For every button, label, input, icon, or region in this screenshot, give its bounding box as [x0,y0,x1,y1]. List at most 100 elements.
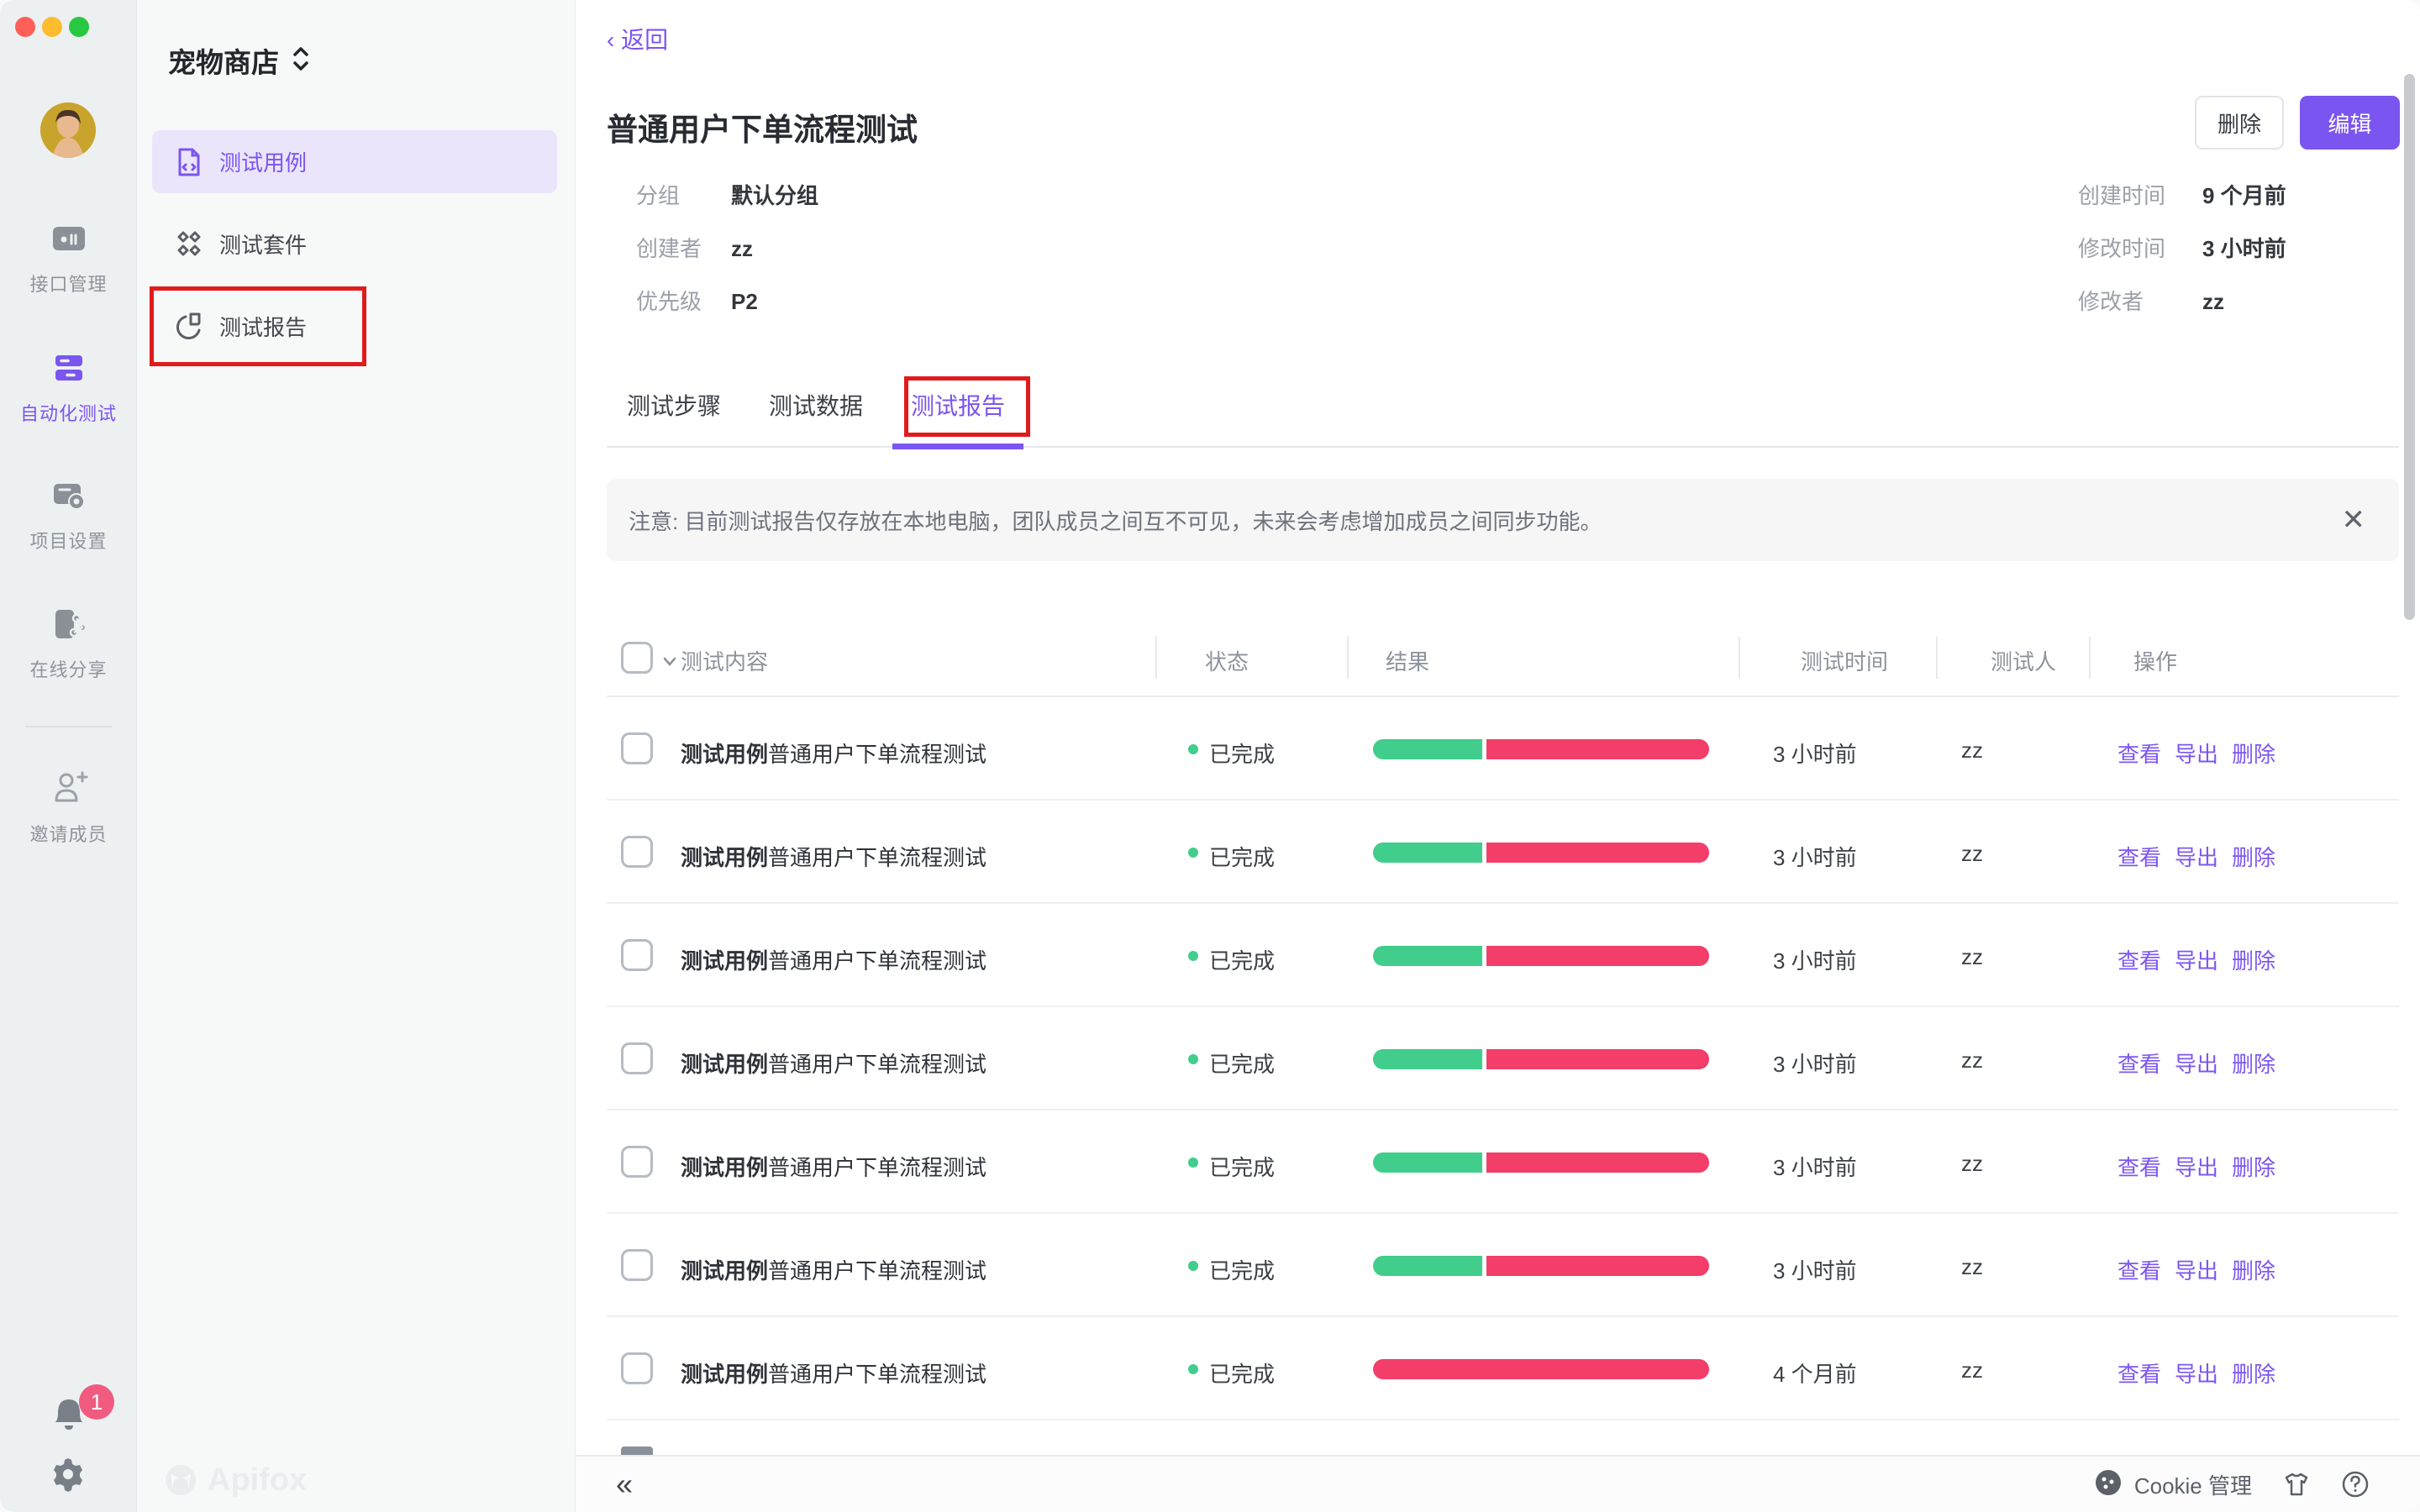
status-dot-icon [1188,951,1198,961]
action-view[interactable]: 查看 [2118,1362,2162,1387]
cookie-manager-label: Cookie 管理 [2133,1473,2252,1499]
progress-fail-segment [1486,1049,1709,1069]
action-export[interactable]: 导出 [2175,1052,2219,1077]
table-header: 测试内容 状态 结果 测试时间 测试人 操作 [607,622,2399,697]
row-actions: 查看 导出 删除 [2118,841,2275,872]
edit-button[interactable]: 编辑 [2300,96,2400,150]
row-checkbox[interactable] [621,1249,653,1281]
sidebar-item-test-cases[interactable]: 测试用例 [152,130,557,193]
sidebar-item-test-suites[interactable]: 测试套件 [152,213,557,276]
select-all-checkbox[interactable] [621,642,653,674]
tester: zz [1961,738,1983,763]
test-time: 3 小时前 [1773,845,1857,870]
meta-modifier: 修改者 zz [2078,289,2224,314]
tester: zz [1961,1254,1983,1279]
row-actions: 查看 导出 删除 [2118,944,2275,975]
action-view[interactable]: 查看 [2118,1258,2162,1284]
rail-divider [25,726,112,727]
action-view[interactable]: 查看 [2118,1052,2162,1077]
test-time: 4 个月前 [1773,1362,1857,1387]
tab-bar: 测试步骤 测试数据 测试报告 [627,388,1024,449]
sidebar-item-test-reports[interactable]: 测试报告 [152,295,557,358]
action-view[interactable]: 查看 [2118,845,2162,870]
progress-fail-segment [1486,739,1709,759]
col-header-result: 结果 [1386,649,1430,675]
action-export[interactable]: 导出 [2175,948,2219,974]
meta-created-time: 创建时间 9 个月前 [2078,183,2286,208]
table-row: 测试用例普通用户下单流程测试 已完成 3 小时前 zz 查看 导出 删除 [607,801,2399,904]
action-delete[interactable]: 删除 [2232,1362,2276,1387]
result-progress-bar [1373,739,1709,759]
row-checkbox[interactable] [621,732,653,764]
notifications-bell-icon[interactable] [49,1394,89,1439]
row-checkbox[interactable] [621,1042,653,1074]
test-report-pie-icon [174,312,204,342]
api-management-icon [50,220,87,261]
status-text: 已完成 [1209,1258,1276,1284]
notice-text: 注意: 目前测试报告仅存放在本地电脑，团队成员之间互不可见，未来会考虑增加成员之… [629,508,1602,534]
tab-test-reports[interactable]: 测试报告 [892,388,1024,449]
action-export[interactable]: 导出 [2175,1362,2219,1387]
close-icon[interactable]: ✕ [2341,504,2366,536]
page-title: 普通用户下单流程测试 [607,113,918,147]
rail-item-project-settings[interactable]: 项目设置 [0,477,137,554]
test-time: 3 小时前 [1773,1155,1857,1180]
avatar[interactable] [40,102,96,158]
row-checkbox[interactable] [621,1146,653,1178]
table-row: 测试用例普通用户下单流程测试 已完成 3 小时前 zz 查看 导出 删除 [607,1214,2399,1317]
action-delete[interactable]: 删除 [2232,742,2276,767]
cookie-manager-button[interactable]: Cookie 管理 [2094,1468,2252,1501]
table-row: 测试用例普通用户下单流程测试 已完成 3 小时前 zz 查看 导出 删除 [607,1007,2399,1110]
row-checkbox[interactable] [621,1352,653,1384]
progress-fail-segment [1486,843,1709,863]
action-export[interactable]: 导出 [2175,1258,2219,1284]
project-switcher[interactable]: 宠物商店 [168,40,311,81]
action-view[interactable]: 查看 [2118,948,2162,974]
action-export[interactable]: 导出 [2175,742,2219,767]
collapse-sidebar-icon[interactable]: « [616,1467,634,1501]
delete-button[interactable]: 删除 [2195,96,2284,150]
main-content: ‹ 返回 普通用户下单流程测试 删除 编辑 分组 默认分组 创建者 zz 优先级… [576,0,2420,1512]
tester: zz [1961,841,1983,866]
row-title: 测试用例普通用户下单流程测试 [681,1155,987,1180]
progress-fail-segment [1486,1256,1709,1276]
rail-item-automation-test[interactable]: 自动化测试 [0,349,137,426]
action-delete[interactable]: 删除 [2232,948,2276,974]
scrollbar-thumb[interactable] [2404,74,2415,620]
back-link[interactable]: ‹ 返回 [607,27,669,53]
settings-gear-icon[interactable] [49,1455,87,1498]
invite-member-button[interactable]: 邀请成员 [0,769,137,847]
result-progress-bar [1373,1049,1709,1069]
row-title: 测试用例普通用户下单流程测试 [681,1258,987,1284]
zoom-window-button[interactable] [69,17,89,37]
status-text: 已完成 [1209,845,1276,870]
result-progress-bar [1373,1152,1709,1173]
action-delete[interactable]: 删除 [2232,1155,2276,1180]
test-suite-icon [174,229,204,260]
chevron-down-icon[interactable] [660,650,679,676]
action-export[interactable]: 导出 [2175,845,2219,870]
result-progress-bar [1373,1256,1709,1276]
rail-item-online-share[interactable]: 在线分享 [0,606,137,682]
help-icon[interactable] [2341,1470,2370,1499]
tab-test-steps[interactable]: 测试步骤 [627,393,722,419]
rail-item-label: 项目设置 [29,531,108,552]
action-delete[interactable]: 删除 [2232,845,2276,870]
minimize-window-button[interactable] [42,17,62,37]
tab-test-data[interactable]: 测试数据 [769,393,864,419]
row-checkbox[interactable] [621,836,653,868]
action-view[interactable]: 查看 [2118,742,2162,767]
row-checkbox[interactable] [621,939,653,971]
result-progress-bar [1373,1359,1709,1379]
row-actions: 查看 导出 删除 [2118,1254,2275,1285]
rail-item-api-management[interactable]: 接口管理 [0,220,137,297]
action-export[interactable]: 导出 [2175,1155,2219,1180]
action-delete[interactable]: 删除 [2232,1258,2276,1284]
rail-item-label: 自动化测试 [19,403,117,424]
action-view[interactable]: 查看 [2118,1155,2162,1180]
col-header-content: 测试内容 [681,649,769,675]
action-delete[interactable]: 删除 [2232,1052,2276,1077]
tshirt-theme-icon[interactable] [2282,1470,2311,1499]
close-window-button[interactable] [15,17,35,37]
